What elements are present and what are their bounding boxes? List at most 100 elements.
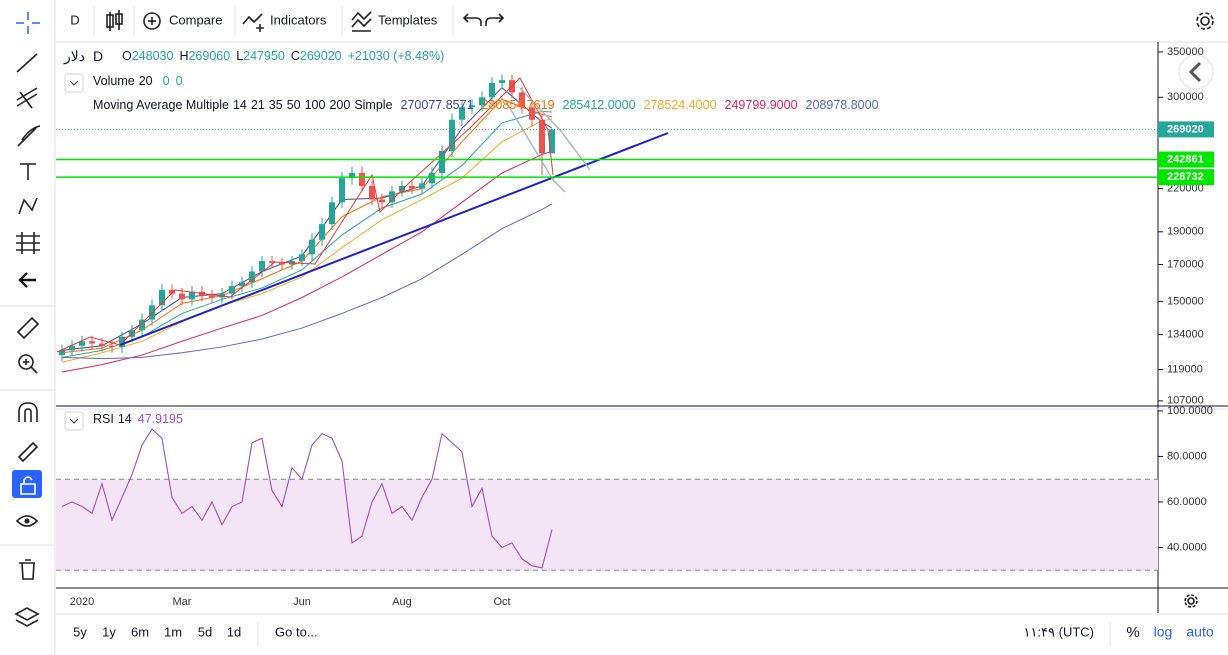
- price-label: 269020: [1167, 123, 1204, 135]
- ohlc-legend: O248030 H269060 L247950 C269020 +21030 (+8.4…: [122, 49, 444, 63]
- ohlc-value: 248030: [132, 49, 174, 63]
- ma-value: 208978.8000: [806, 98, 879, 112]
- candle-body: [229, 286, 235, 294]
- percent-toggle[interactable]: %: [1126, 624, 1139, 641]
- candle-body: [519, 92, 525, 108]
- y-tick-label: 119000: [1167, 363, 1203, 375]
- chevron: [1188, 61, 1202, 83]
- hide-button[interactable]: [15, 515, 39, 527]
- rsi-line: [61, 428, 553, 569]
- interval-button[interactable]: D: [70, 12, 79, 27]
- range-button[interactable]: 5d: [198, 624, 212, 639]
- left-toolbar: [0, 0, 56, 655]
- chart-type-button[interactable]: [106, 10, 123, 31]
- remove-drawings[interactable]: [18, 272, 36, 288]
- candle-body: [59, 350, 65, 356]
- candle-body: [549, 129, 555, 154]
- templates-button[interactable]: Templates: [378, 12, 438, 27]
- object-tree-button[interactable]: [14, 607, 40, 627]
- compare-icon[interactable]: [143, 12, 161, 30]
- rsi-length: 14: [118, 412, 132, 426]
- stay-in-drawing-mode[interactable]: [17, 441, 39, 463]
- brush-tool[interactable]: [17, 125, 41, 147]
- y-tick-label: 190000: [1167, 226, 1204, 238]
- volume-length: 20: [139, 74, 153, 88]
- candle-body: [459, 107, 465, 120]
- delete-button[interactable]: [19, 559, 35, 580]
- x-tick-label: Oct: [493, 596, 510, 608]
- magnet-tool[interactable]: [18, 402, 38, 422]
- compare-button[interactable]: Compare: [169, 12, 222, 27]
- templates-icon[interactable]: [351, 11, 372, 32]
- y-tick-label: 170000: [1167, 258, 1204, 270]
- crosshair-tool[interactable]: [16, 12, 40, 34]
- indicators-icon[interactable]: [242, 13, 264, 32]
- sidebar-button[interactable]: [1178, 54, 1214, 90]
- pattern-tool[interactable]: [18, 197, 38, 215]
- axis-settings[interactable]: [1184, 594, 1198, 608]
- ohlc-label: O: [122, 49, 132, 63]
- ma-kind: Simple: [354, 98, 392, 112]
- y-tick-label: 350000: [1167, 46, 1204, 58]
- ma-length: 50: [287, 98, 301, 112]
- zoom-tool[interactable]: [18, 354, 38, 374]
- measure-tool[interactable]: [16, 316, 40, 340]
- clock: ۱۱:۴۹ (UTC): [1023, 624, 1094, 639]
- indicators-button[interactable]: Indicators: [270, 12, 327, 27]
- auto-toggle[interactable]: auto: [1186, 624, 1213, 640]
- candle-body: [409, 185, 415, 189]
- collapse-button[interactable]: [64, 411, 84, 431]
- ohlc-label: H: [179, 49, 188, 63]
- candle-body: [359, 172, 365, 186]
- ma-length: 200: [329, 98, 350, 112]
- lock-icon: [20, 476, 36, 495]
- hide-sidebar[interactable]: [1178, 54, 1214, 90]
- range-button[interactable]: 1y: [102, 624, 116, 639]
- candle-body: [179, 293, 185, 300]
- volume-value: 0: [176, 74, 183, 88]
- candle-body: [389, 191, 395, 203]
- ohlc-value: 269020: [300, 49, 342, 63]
- y-tick-label: 220000: [1167, 183, 1204, 195]
- price-label: 242861: [1167, 153, 1204, 165]
- rsi-band: [56, 479, 1158, 571]
- candle-body: [469, 105, 475, 108]
- ma-title: Moving Average Multiple: [93, 98, 229, 112]
- settings-button[interactable]: [1196, 12, 1214, 30]
- y-tick-label: 100.0000: [1167, 405, 1213, 417]
- ma-length: 35: [269, 98, 283, 112]
- text-tool[interactable]: [20, 163, 36, 180]
- range-button[interactable]: 6m: [131, 624, 149, 639]
- trend-line: [119, 132, 669, 346]
- redo-button[interactable]: [485, 13, 505, 26]
- ma-value: 278524.4000: [644, 98, 717, 112]
- log-toggle[interactable]: log: [1154, 624, 1173, 640]
- range-button[interactable]: 5y: [73, 624, 87, 639]
- candle-body: [79, 341, 85, 346]
- symbol: دلار: [63, 48, 85, 65]
- y-tick-label: 60.0000: [1167, 496, 1207, 508]
- range-button[interactable]: 1d: [227, 624, 241, 639]
- pitchfork-tool[interactable]: [16, 87, 38, 109]
- collapse-button[interactable]: [64, 73, 84, 93]
- y-tick-label: 40.0000: [1167, 541, 1207, 553]
- gray-line: [519, 87, 591, 171]
- ma-value: 249799.9000: [725, 98, 798, 112]
- candle-body: [499, 80, 505, 83]
- candle-body: [419, 183, 425, 189]
- candle-body: [139, 319, 145, 331]
- y-tick-label: 80.0000: [1167, 450, 1207, 462]
- goto-button[interactable]: Go to...: [275, 624, 318, 639]
- prediction-tool[interactable]: [16, 232, 40, 254]
- price-label-bg: [1158, 121, 1214, 138]
- price-label-bg: [1158, 151, 1214, 168]
- undo-button[interactable]: [462, 13, 482, 26]
- rsi-legend: RSI 14 47.9195: [93, 412, 183, 426]
- ohlc-value: 247950: [243, 49, 285, 63]
- candle-body: [279, 262, 285, 265]
- x-tick-label: Aug: [392, 596, 412, 608]
- collapse-legend[interactable]: [64, 73, 84, 431]
- trend-line-tool[interactable]: [16, 53, 38, 73]
- range-button[interactable]: 1m: [164, 624, 182, 639]
